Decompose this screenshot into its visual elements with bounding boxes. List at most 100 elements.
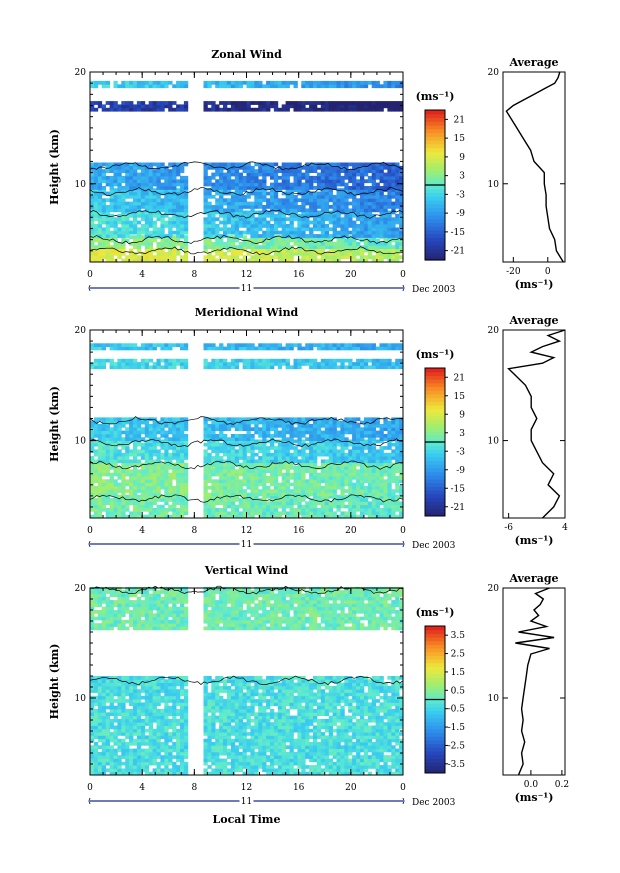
heatmap-cell xyxy=(266,191,271,196)
heatmap-cell xyxy=(254,420,259,425)
heatmap-cell xyxy=(324,462,330,467)
heatmap-cell xyxy=(336,449,341,454)
heatmap-cell xyxy=(90,217,95,222)
heatmap-cell xyxy=(344,452,349,457)
heatmap-cell xyxy=(219,489,224,493)
heatmap-cell xyxy=(109,430,114,435)
heatmap-cell xyxy=(297,182,302,187)
heatmap-cell xyxy=(348,169,353,173)
heatmap-cell xyxy=(219,346,224,351)
heatmap-cell xyxy=(367,194,373,199)
heatmap-cell xyxy=(223,208,228,213)
heatmap-cell xyxy=(180,358,185,363)
heatmap-cell xyxy=(226,107,232,112)
heatmap-cell xyxy=(242,508,247,512)
heatmap-cell xyxy=(152,182,157,187)
heatmap-cell xyxy=(320,205,326,209)
heatmap-cell xyxy=(360,248,365,253)
heatmap-cell xyxy=(270,194,275,199)
heatmap-cell xyxy=(281,482,286,487)
colorbar-segment xyxy=(425,252,445,257)
heatmap-cell xyxy=(133,424,138,428)
heatmap-cell xyxy=(144,469,150,473)
heatmap-cell xyxy=(395,80,400,85)
heatmap-cell xyxy=(219,208,224,213)
heatmap-cell xyxy=(316,479,322,483)
heatmap-cell xyxy=(140,205,146,209)
heatmap-cell xyxy=(230,479,236,483)
heatmap-cell xyxy=(305,169,310,173)
heatmap-cell xyxy=(262,191,267,196)
heatmap-cell xyxy=(97,230,103,235)
heatmap-cell xyxy=(273,224,279,228)
heatmap-cell xyxy=(293,446,298,450)
heatmap-cell xyxy=(309,80,314,85)
heatmap-cell xyxy=(371,508,376,512)
heatmap-cell xyxy=(164,358,169,363)
heatmap-cell xyxy=(176,241,181,246)
heatmap-cell xyxy=(156,84,161,89)
heatmap-cell xyxy=(144,201,150,206)
heatmap-cell xyxy=(223,479,228,483)
heatmap-cell xyxy=(215,424,220,428)
heatmap-cell xyxy=(313,205,318,209)
heatmap-cell xyxy=(207,238,212,243)
heatmap-cell xyxy=(395,365,400,370)
heatmap-cell xyxy=(207,251,212,256)
heatmap-cell xyxy=(254,358,259,363)
heatmap-cell xyxy=(258,188,263,192)
heatmap-cell xyxy=(273,485,279,490)
heatmap-cell xyxy=(313,479,318,483)
heatmap-cell xyxy=(242,201,247,206)
heatmap-cell xyxy=(183,188,189,192)
heatmap-cell xyxy=(133,210,138,215)
heatmap-cell xyxy=(391,508,396,512)
heatmap-cell xyxy=(234,201,240,206)
heatmap-cell xyxy=(90,424,95,428)
heatmap-cell xyxy=(254,205,259,209)
heatmap-cell xyxy=(160,508,165,512)
heatmap-cell xyxy=(301,362,306,366)
heatmap-cell xyxy=(152,472,157,477)
heatmap-cell xyxy=(101,248,106,253)
heatmap-cell xyxy=(305,165,310,170)
heatmap-cell xyxy=(285,175,290,180)
heatmap-cell xyxy=(250,172,255,177)
heatmap-cell xyxy=(305,482,310,487)
heatmap-cell xyxy=(211,446,216,450)
heatmap-cell xyxy=(219,213,224,218)
heatmap-cell xyxy=(148,213,153,218)
heatmap-cell xyxy=(113,424,118,428)
heatmap-cell xyxy=(183,482,189,487)
heatmap-cell xyxy=(183,107,189,112)
heatmap-cell xyxy=(371,175,376,180)
heatmap-cell xyxy=(320,80,326,85)
heatmap-cell xyxy=(117,191,122,196)
heatmap-cell xyxy=(367,230,373,235)
colorbar-tick-label: 15 xyxy=(454,134,466,144)
heatmap-cell xyxy=(285,165,290,170)
heatmap-cell xyxy=(246,194,251,199)
heatmap-cell xyxy=(360,430,365,435)
heatmap-cell xyxy=(203,234,208,238)
heatmap-cell xyxy=(164,439,169,444)
heatmap-cell xyxy=(387,84,392,89)
heatmap-cell xyxy=(262,511,267,516)
heatmap-cell xyxy=(301,245,306,249)
heatmap-cell xyxy=(160,498,165,502)
heatmap-cell xyxy=(399,420,404,425)
heatmap-cell xyxy=(336,224,341,228)
heatmap-cell xyxy=(383,466,388,470)
heatmap-cell xyxy=(391,208,396,213)
heatmap-cell xyxy=(113,101,118,105)
heatmap-cell xyxy=(379,241,384,246)
heatmap-cell xyxy=(109,208,114,213)
heatmap-cell xyxy=(297,492,302,497)
heatmap-cell xyxy=(309,485,314,490)
heatmap-cell xyxy=(320,241,326,246)
heatmap-cell xyxy=(277,186,283,190)
heatmap-cell xyxy=(215,358,220,363)
heatmap-cell xyxy=(270,420,275,425)
heatmap-cell xyxy=(160,175,165,180)
heatmap-cell xyxy=(133,235,138,239)
